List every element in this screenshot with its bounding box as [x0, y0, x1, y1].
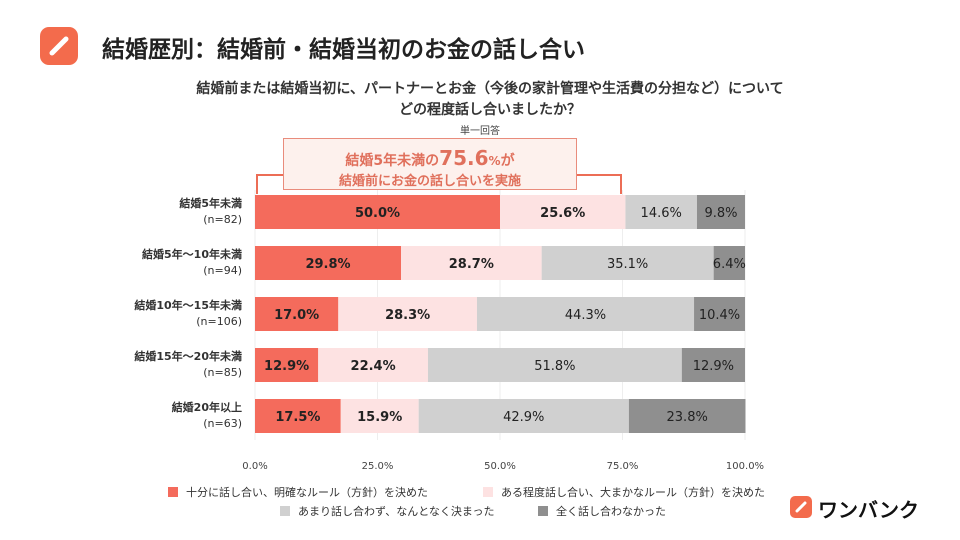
row-label: 結婚15年～20年未満 (n=85)	[134, 349, 242, 381]
bar-segment	[340, 399, 419, 433]
data-label: 12.9%	[264, 359, 309, 374]
x-tick-label: 75.0%	[607, 461, 639, 472]
app-logo	[40, 27, 78, 65]
brand-icon	[790, 496, 812, 518]
row-label-text: 結婚15年～20年未満	[134, 350, 242, 363]
bar-segment	[625, 195, 697, 229]
data-label: 10.4%	[699, 308, 740, 323]
row-label: 結婚5年～10年未満 (n=94)	[142, 247, 242, 279]
legend-item: あまり話し合わず、なんとなく決まった	[280, 503, 494, 519]
row-label-text: 結婚10年～15年未満	[134, 299, 242, 312]
data-label: 29.8%	[305, 257, 350, 272]
data-label: 9.8%	[704, 206, 737, 221]
bar-segment	[255, 246, 402, 280]
legend-swatch	[483, 487, 493, 497]
row-sample-size: (n=63)	[203, 417, 242, 430]
row-sample-size: (n=82)	[203, 213, 242, 226]
bar-segment	[418, 399, 629, 433]
bar-segment	[476, 297, 695, 331]
bar-segment	[255, 399, 341, 433]
legend-label: ある程度話し合い、大まかなルール（方針）を決めた	[501, 486, 765, 499]
question-line-1: 結婚前または結婚当初に、パートナーとお金（今後の家計管理や生活費の分担など）につ…	[196, 81, 784, 97]
bar-segment	[401, 246, 542, 280]
bar-segment	[628, 399, 746, 433]
data-label: 44.3%	[565, 308, 606, 323]
legend-swatch	[538, 506, 548, 516]
callout-unit: %	[488, 154, 501, 168]
bar-segment	[318, 348, 428, 382]
x-tick-label: 25.0%	[362, 461, 394, 472]
row-label-text: 結婚20年以上	[171, 401, 242, 414]
data-label: 17.0%	[274, 308, 319, 323]
bar-segment	[255, 297, 339, 331]
data-label: 42.9%	[503, 410, 544, 425]
data-label: 28.3%	[385, 308, 430, 323]
row-label: 結婚20年以上 (n=63)	[172, 400, 242, 432]
brand-name: ワンバンク	[818, 498, 919, 522]
data-label: 12.9%	[693, 359, 734, 374]
data-label: 50.0%	[355, 206, 400, 221]
callout-value: 75.6	[439, 146, 489, 170]
bar-segment	[255, 195, 500, 229]
x-tick-label: 100.0%	[726, 461, 764, 472]
callout-suffix: が	[500, 153, 515, 169]
legend-item: ある程度話し合い、大まかなルール（方針）を決めた	[483, 484, 765, 500]
x-tick-label: 0.0%	[242, 461, 267, 472]
bar-segment	[500, 195, 626, 229]
brand-logo: ワンバンク	[790, 494, 930, 522]
bar-segment	[255, 348, 319, 382]
row-sample-size: (n=106)	[196, 315, 242, 328]
question-line-2: どの程度話し合いましたか？	[399, 102, 581, 118]
data-label: 17.5%	[275, 410, 320, 425]
x-tick-label: 50.0%	[484, 461, 516, 472]
row-label: 結婚5年未満 (n=82)	[179, 196, 242, 228]
bar-segment	[696, 195, 745, 229]
callout-line-2: 結婚前にお金の話し合いを実施	[338, 174, 521, 189]
callout-prefix: 結婚5年未満の	[345, 153, 440, 169]
data-label: 15.9%	[357, 410, 402, 425]
bar-segment	[541, 246, 714, 280]
legend-swatch	[280, 506, 290, 516]
legend-label: 十分に話し合い、明確なルール（方針）を決めた	[186, 486, 428, 499]
row-sample-size: (n=94)	[203, 264, 242, 277]
bar-segment	[694, 297, 745, 331]
row-sample-size: (n=85)	[203, 366, 242, 379]
data-label: 25.6%	[540, 206, 585, 221]
row-label-text: 結婚5年未満	[179, 197, 242, 210]
page-title: 結婚歴別：結婚前・結婚当初のお金の話し合い	[102, 37, 585, 63]
data-label: 28.7%	[449, 257, 494, 272]
row-label-text: 結婚5年～10年未満	[142, 248, 242, 261]
legend-label: 全く話し合わなかった	[556, 505, 666, 518]
answer-type: 単一回答	[460, 126, 500, 137]
pencil-icon	[49, 36, 69, 56]
legend-label: あまり話し合わず、なんとなく決まった	[298, 505, 495, 518]
data-label: 23.8%	[667, 410, 708, 425]
data-label: 35.1%	[607, 257, 648, 272]
data-label: 51.8%	[534, 359, 575, 374]
bar-segment	[427, 348, 682, 382]
bar-segment	[338, 297, 477, 331]
row-label: 結婚10年～15年未満 (n=106)	[134, 298, 242, 330]
legend-item: 十分に話し合い、明確なルール（方針）を決めた	[168, 484, 428, 500]
highlight-callout: 結婚5年未満の75.6%が 結婚前にお金の話し合いを実施	[283, 138, 577, 190]
data-label: 6.4%	[713, 257, 746, 272]
data-label: 14.6%	[641, 206, 682, 221]
bar-segment	[681, 348, 745, 382]
data-label: 22.4%	[351, 359, 396, 374]
legend-swatch	[168, 487, 178, 497]
legend-item: 全く話し合わなかった	[538, 503, 666, 519]
bar-segment	[713, 246, 745, 280]
